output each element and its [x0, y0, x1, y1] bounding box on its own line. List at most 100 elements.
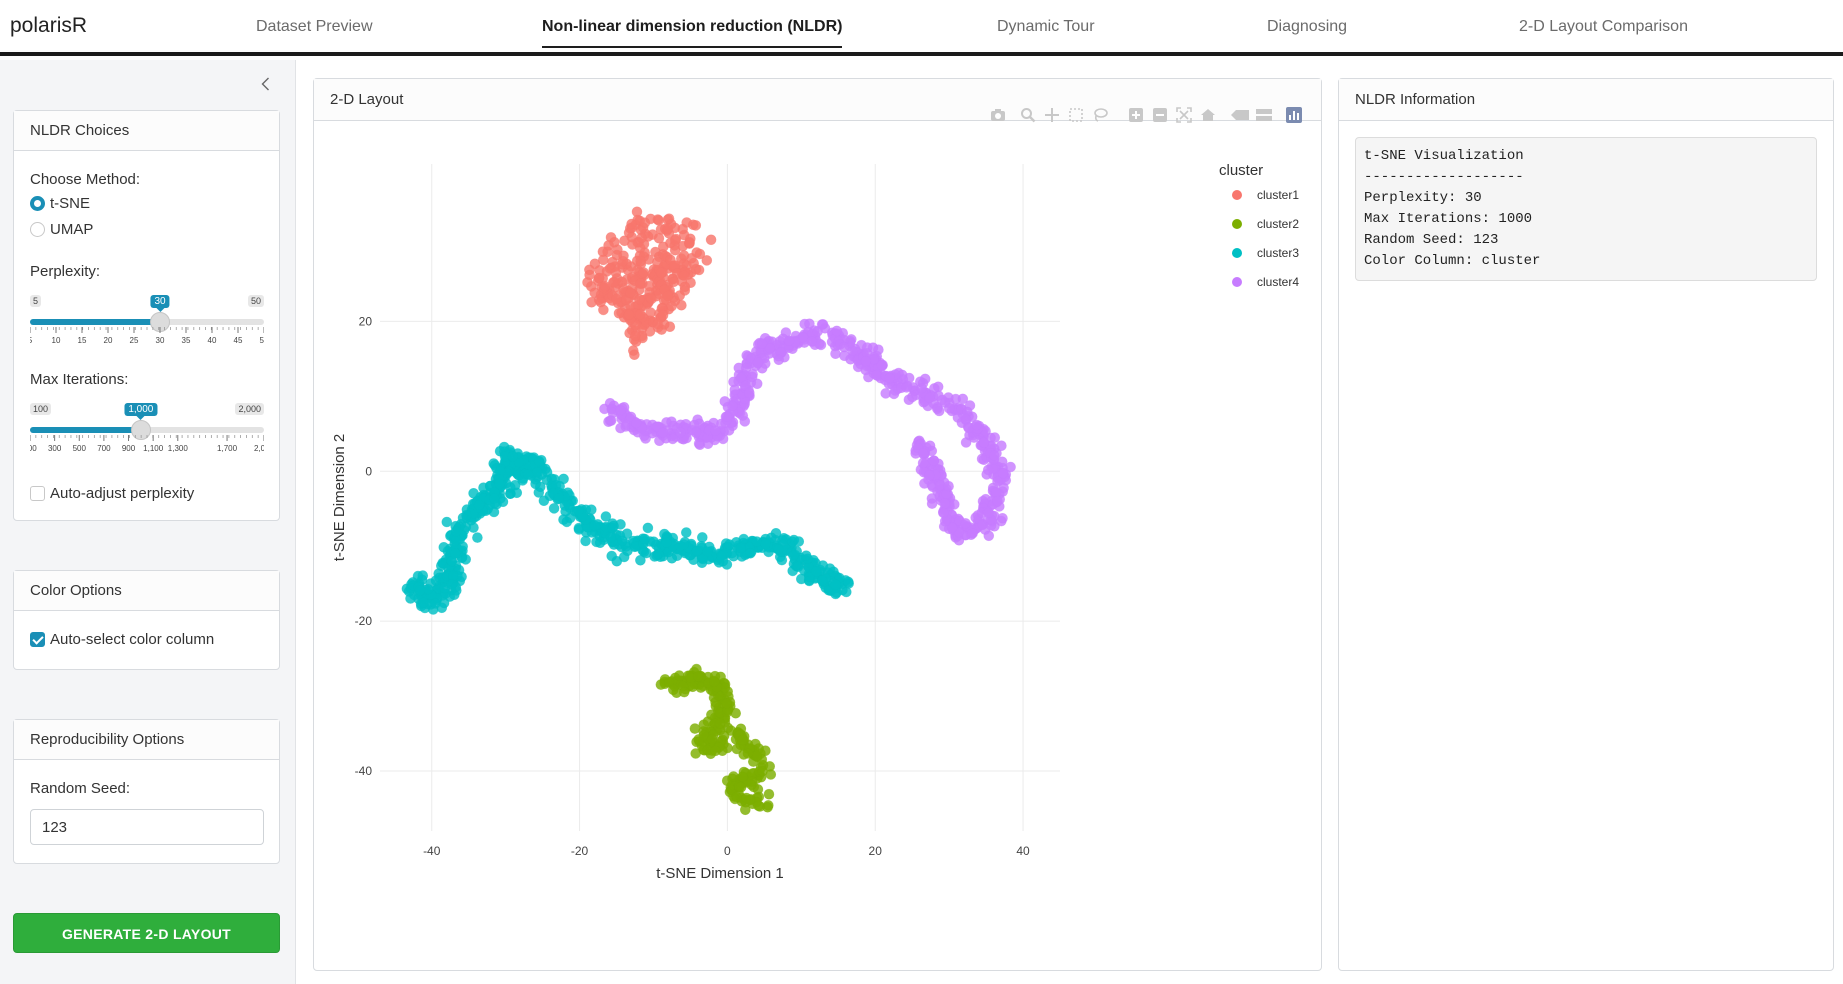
pan-icon[interactable] — [1040, 105, 1064, 125]
data-point[interactable] — [691, 247, 703, 258]
zoom-out-icon[interactable] — [1148, 105, 1172, 125]
data-point[interactable] — [738, 749, 750, 760]
data-point[interactable] — [627, 239, 638, 250]
data-point[interactable] — [681, 217, 693, 228]
data-point[interactable] — [816, 319, 828, 330]
hover-closest-icon[interactable] — [1228, 105, 1252, 125]
data-point[interactable] — [473, 499, 485, 511]
data-point[interactable] — [788, 550, 799, 561]
data-point[interactable] — [586, 297, 597, 308]
autoscale-icon[interactable] — [1172, 105, 1196, 125]
data-point[interactable] — [657, 309, 669, 321]
data-point[interactable] — [414, 585, 426, 596]
data-point[interactable] — [643, 280, 655, 292]
data-point[interactable] — [710, 745, 721, 757]
data-point[interactable] — [971, 419, 983, 431]
data-point[interactable] — [595, 296, 607, 308]
data-point[interactable] — [675, 426, 686, 438]
data-point[interactable] — [661, 537, 672, 549]
data-point[interactable] — [690, 220, 702, 231]
random-seed-input[interactable] — [30, 809, 264, 845]
data-point[interactable] — [457, 512, 469, 524]
data-point[interactable] — [983, 507, 994, 519]
data-point[interactable] — [983, 530, 995, 542]
data-point[interactable] — [468, 487, 479, 499]
data-point[interactable] — [472, 532, 483, 543]
max-iterations-slider[interactable]: 100 2,000 1,000 100 300 500 700 900 1,100 1,30… — [30, 403, 264, 459]
data-point[interactable] — [541, 466, 553, 478]
data-point[interactable] — [907, 391, 918, 403]
data-point[interactable] — [729, 384, 741, 396]
chevron-left-icon[interactable] — [256, 74, 276, 94]
data-point[interactable] — [605, 415, 617, 426]
data-point[interactable] — [746, 776, 758, 787]
data-point[interactable] — [635, 278, 646, 289]
data-point[interactable] — [745, 547, 756, 559]
data-point[interactable] — [642, 522, 654, 534]
data-point[interactable] — [943, 402, 955, 414]
data-point[interactable] — [668, 276, 680, 288]
data-point[interactable] — [530, 478, 541, 490]
data-point[interactable] — [746, 371, 758, 383]
plotly-logo-icon[interactable] — [1282, 105, 1306, 125]
data-point[interactable] — [669, 235, 681, 246]
data-point[interactable] — [740, 362, 752, 374]
data-point[interactable] — [978, 437, 990, 449]
data-point[interactable] — [655, 267, 667, 279]
data-point[interactable] — [553, 493, 564, 504]
tab-diagnosing[interactable]: Diagnosing — [1267, 18, 1348, 35]
data-point[interactable] — [706, 733, 718, 745]
data-point[interactable] — [418, 597, 429, 609]
data-point[interactable] — [589, 520, 600, 531]
tab-dataset-preview[interactable]: Dataset Preview — [256, 18, 373, 35]
data-point[interactable] — [636, 232, 648, 244]
data-point[interactable] — [533, 455, 545, 467]
data-point[interactable] — [538, 495, 550, 507]
data-point[interactable] — [548, 503, 560, 514]
data-point[interactable] — [739, 804, 751, 816]
data-point[interactable] — [860, 364, 872, 376]
data-point[interactable] — [667, 684, 679, 696]
data-point[interactable] — [762, 801, 773, 813]
data-point[interactable] — [760, 538, 771, 550]
data-point[interactable] — [597, 254, 609, 266]
data-point[interactable] — [635, 255, 646, 267]
data-point[interactable] — [719, 396, 731, 407]
data-point[interactable] — [646, 293, 657, 305]
data-point[interactable] — [497, 496, 509, 508]
data-point[interactable] — [674, 540, 686, 552]
data-point[interactable] — [943, 480, 954, 492]
data-point[interactable] — [884, 372, 896, 384]
data-point[interactable] — [714, 718, 726, 730]
data-point[interactable] — [634, 308, 646, 320]
radio-tsne[interactable]: t-SNE — [30, 195, 90, 212]
radio-button[interactable] — [30, 222, 45, 237]
data-point[interactable] — [625, 287, 636, 298]
legend-item-cluster1[interactable]: cluster1 — [1232, 188, 1299, 202]
data-point[interactable] — [737, 771, 748, 783]
data-point[interactable] — [793, 536, 805, 547]
data-point[interactable] — [679, 281, 691, 293]
slider-handle[interactable] — [130, 420, 151, 440]
data-point[interactable] — [876, 359, 888, 371]
data-point[interactable] — [626, 218, 637, 230]
data-point[interactable] — [715, 550, 727, 562]
data-point[interactable] — [673, 670, 685, 681]
data-point[interactable] — [599, 280, 611, 292]
data-point[interactable] — [644, 326, 656, 337]
data-point[interactable] — [735, 781, 747, 793]
data-point[interactable] — [739, 416, 751, 427]
auto-select-color-checkbox[interactable]: Auto-select color column — [30, 631, 214, 648]
data-point[interactable] — [623, 309, 635, 320]
data-point[interactable] — [752, 357, 764, 368]
data-point[interactable] — [690, 263, 702, 275]
data-point[interactable] — [629, 330, 641, 342]
auto-adjust-checkbox[interactable]: Auto-adjust perplexity — [30, 485, 194, 502]
data-point[interactable] — [662, 223, 674, 235]
checkbox[interactable] — [30, 632, 45, 647]
data-point[interactable] — [817, 575, 828, 587]
box-select-icon[interactable] — [1064, 105, 1088, 125]
legend-item-cluster2[interactable]: cluster2 — [1232, 217, 1299, 231]
generate-layout-button[interactable]: GENERATE 2-D LAYOUT — [13, 913, 280, 953]
data-point[interactable] — [735, 542, 747, 554]
